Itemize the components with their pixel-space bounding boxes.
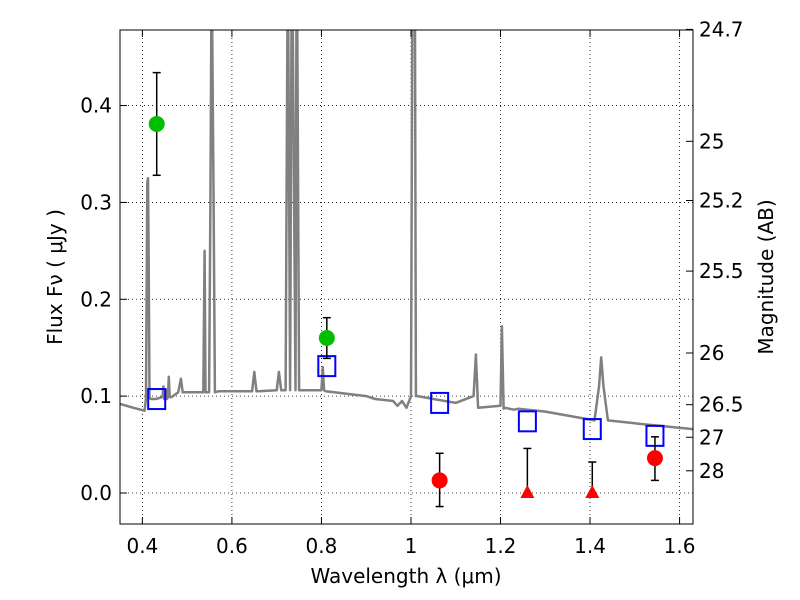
y-tick-label: 0.3 [80, 190, 112, 214]
mag-tick-label: 25.5 [699, 259, 744, 283]
flux-point-red [431, 472, 448, 489]
detection-point [148, 115, 165, 132]
upper-limit-triangle [520, 485, 535, 499]
mag-tick-label: 26.5 [699, 393, 744, 417]
model-square [430, 391, 450, 414]
y-axis-label: Flux Fν ( μJy ) [43, 209, 67, 345]
x-tick-label: 0.6 [216, 534, 248, 558]
plot-area [120, 30, 693, 524]
mag-tick-label: 25.2 [699, 188, 744, 212]
markers [147, 71, 665, 508]
flux-point-red [646, 450, 663, 467]
y-axis-right-label: Magnitude (AB) [754, 199, 778, 354]
mag-tick-label: 28 [699, 459, 724, 483]
y-tick-label: 0.0 [80, 481, 112, 505]
detection-point [318, 330, 335, 347]
mag-tick-label: 24.7 [699, 17, 744, 41]
model-square [517, 410, 537, 433]
mag-tick-label: 25 [699, 129, 724, 153]
x-tick-label: 0.4 [126, 534, 158, 558]
spectrum [120, 30, 693, 431]
y-tick-label: 0.2 [80, 287, 112, 311]
upper-limit-triangle [585, 485, 600, 499]
mag-tick-label: 27 [699, 425, 724, 449]
ticks: 0.4 0.6 0.8 1 1.2 1.4 1.6 0.0 0.1 0.2 0.3 0.4 24.7 25… [80, 17, 743, 558]
mag-tick-label: 26 [699, 341, 724, 365]
x-tick-label: 1.2 [485, 534, 517, 558]
x-tick-label: 1 [405, 534, 418, 558]
model-square [582, 418, 602, 441]
spectrum-line [120, 30, 693, 431]
model-square [147, 388, 167, 411]
plot-frame [119, 29, 694, 525]
y-tick-label: 0.1 [80, 384, 112, 408]
x-axis-label: Wavelength λ (μm) [310, 564, 501, 588]
x-tick-label: 0.8 [306, 534, 338, 558]
x-tick-label: 1.6 [664, 534, 696, 558]
x-tick-label: 1.4 [574, 534, 606, 558]
y-tick-label: 0.4 [80, 94, 112, 118]
